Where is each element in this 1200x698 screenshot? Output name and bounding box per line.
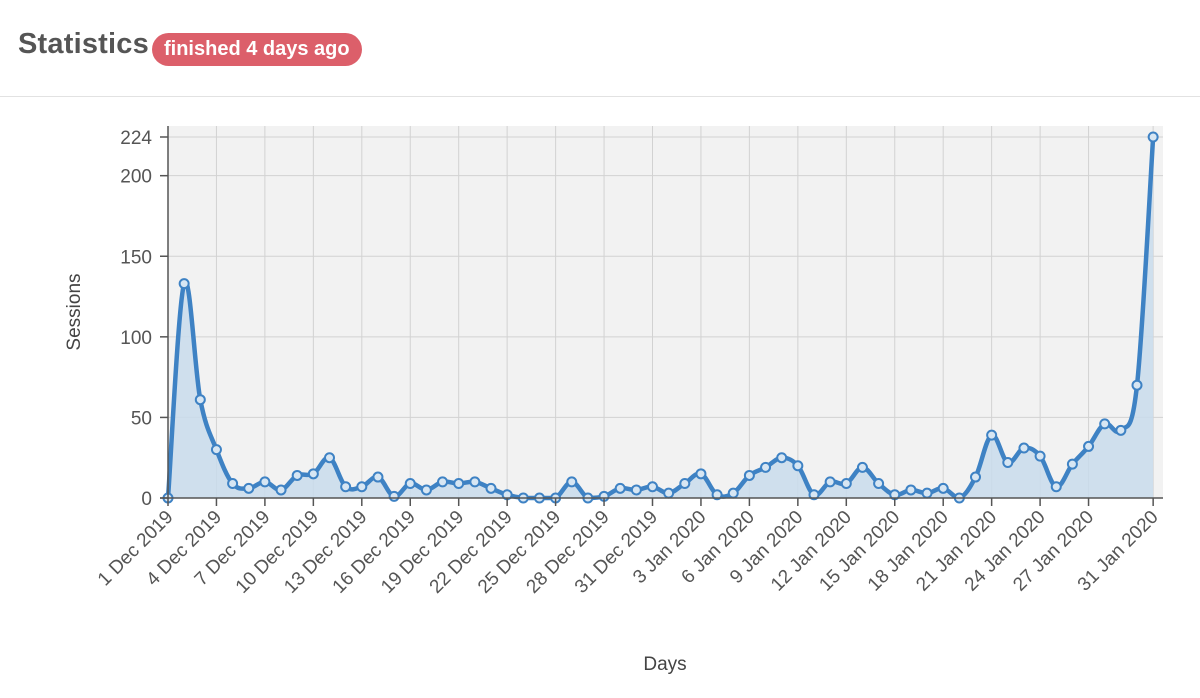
data-point — [1115, 424, 1127, 436]
data-point — [404, 477, 416, 489]
data-point — [727, 487, 739, 499]
data-point — [1131, 379, 1143, 391]
y-tick-label: 200 — [120, 167, 152, 188]
data-point — [324, 452, 335, 464]
data-point — [194, 394, 206, 406]
data-point — [469, 476, 481, 488]
data-point — [1018, 442, 1030, 454]
data-point — [388, 490, 400, 502]
data-point — [420, 484, 432, 496]
y-tick-label: 0 — [141, 489, 152, 510]
y-tick-label: 100 — [120, 328, 152, 349]
data-point — [647, 481, 658, 493]
data-point — [1099, 418, 1111, 430]
data-point — [986, 429, 998, 441]
data-point — [663, 487, 675, 499]
axes — [160, 126, 1163, 506]
plot-background — [168, 126, 1163, 498]
data-point — [307, 468, 319, 480]
data-point — [178, 278, 190, 290]
data-point — [824, 476, 836, 488]
data-point — [614, 482, 626, 494]
y-tick-label: 50 — [131, 408, 152, 429]
data-point — [485, 482, 497, 494]
data-point — [210, 444, 222, 456]
data-point — [695, 468, 707, 480]
data-point — [259, 476, 271, 488]
data-points — [162, 131, 1159, 504]
data-point — [1050, 481, 1062, 493]
data-point — [437, 476, 449, 488]
data-point — [873, 477, 885, 489]
data-point — [760, 461, 772, 473]
data-point — [372, 471, 384, 483]
y-tick-label: 150 — [120, 247, 152, 268]
data-point — [453, 477, 465, 489]
data-point — [970, 471, 981, 483]
data-point — [1034, 450, 1046, 462]
data-point — [1147, 131, 1159, 143]
data-point — [275, 484, 287, 496]
x-axis-label: Days — [643, 654, 686, 675]
page-title: Statistics — [18, 28, 149, 60]
data-point — [743, 469, 755, 481]
data-point — [340, 481, 352, 493]
data-point — [921, 487, 933, 499]
data-point — [856, 461, 868, 473]
data-point — [1002, 457, 1014, 469]
header: Statistics finished 4 days ago — [0, 0, 1200, 97]
data-point — [1083, 440, 1095, 452]
data-point — [937, 482, 949, 494]
data-point — [776, 452, 788, 464]
data-point — [630, 484, 642, 496]
y-tick-label: 224 — [120, 128, 152, 149]
data-point — [227, 477, 239, 489]
data-point — [905, 484, 917, 496]
data-point — [291, 469, 303, 481]
data-point — [792, 460, 804, 472]
data-point — [840, 477, 852, 489]
data-point — [711, 489, 723, 501]
data-point — [1066, 458, 1078, 470]
data-point — [356, 481, 368, 493]
data-point — [808, 489, 820, 501]
status-badge: finished 4 days ago — [152, 33, 362, 66]
data-point — [679, 477, 691, 489]
y-tick-labels: 0 50 100 150 200 224 — [120, 128, 152, 510]
data-point — [566, 476, 578, 488]
data-point — [243, 482, 255, 494]
grid-lines — [167, 126, 1163, 499]
y-axis-label: Sessions — [64, 273, 85, 350]
